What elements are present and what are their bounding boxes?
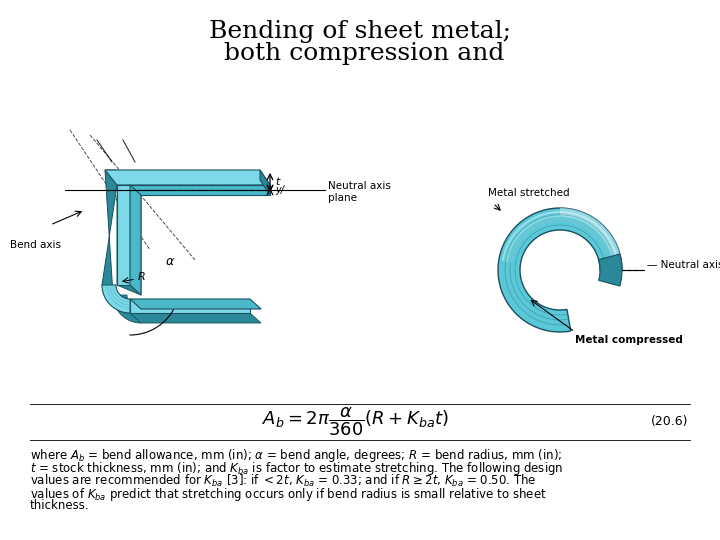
Polygon shape	[498, 208, 622, 332]
Polygon shape	[560, 208, 622, 270]
Polygon shape	[260, 170, 270, 195]
Text: Bend axis: Bend axis	[10, 240, 61, 250]
Text: plane: plane	[328, 193, 357, 203]
Text: R: R	[138, 272, 145, 282]
Polygon shape	[130, 299, 250, 313]
Text: $t$ = stock thickness, mm (in); and $K_{ba}$ is factor to estimate stretching. T: $t$ = stock thickness, mm (in); and $K_{…	[30, 460, 563, 477]
Text: t: t	[275, 177, 279, 187]
Text: Metal compressed: Metal compressed	[575, 335, 683, 345]
Text: thickness.: thickness.	[30, 499, 89, 512]
Text: values of $K_{ba}$ predict that stretching occurs only if bend radius is small r: values of $K_{ba}$ predict that stretchi…	[30, 486, 546, 503]
Polygon shape	[130, 185, 141, 295]
Text: values are recommended for $K_{ba}$ [3]: if $<2t$, $K_{ba}$ = 0.33; and if $R \g: values are recommended for $K_{ba}$ [3]:…	[30, 473, 536, 489]
Text: $A_b = 2\pi \dfrac{\alpha}{360}(R + K_{ba}t)$: $A_b = 2\pi \dfrac{\alpha}{360}(R + K_{b…	[261, 406, 449, 438]
Polygon shape	[117, 185, 130, 285]
Polygon shape	[117, 195, 141, 295]
Text: Bending of sheet metal;: Bending of sheet metal;	[209, 20, 511, 43]
Text: — Neutral axis: — Neutral axis	[647, 260, 720, 270]
Polygon shape	[113, 295, 141, 323]
Polygon shape	[102, 170, 117, 295]
Polygon shape	[598, 254, 622, 286]
Text: $\alpha$: $\alpha$	[165, 255, 175, 268]
Text: both compression and: both compression and	[216, 42, 504, 65]
Polygon shape	[130, 313, 261, 323]
Polygon shape	[102, 285, 130, 313]
Text: (20.6): (20.6)	[652, 415, 689, 429]
Polygon shape	[130, 299, 261, 309]
Text: Neutral axis: Neutral axis	[328, 181, 391, 191]
Polygon shape	[117, 185, 270, 195]
Text: y/: y/	[275, 185, 284, 195]
Text: where $A_b$ = bend allowance, mm (in); $\alpha$ = bend angle, degrees; $R$ = ben: where $A_b$ = bend allowance, mm (in); $…	[30, 447, 562, 464]
Text: Metal stretched: Metal stretched	[488, 188, 570, 198]
Polygon shape	[105, 170, 270, 185]
